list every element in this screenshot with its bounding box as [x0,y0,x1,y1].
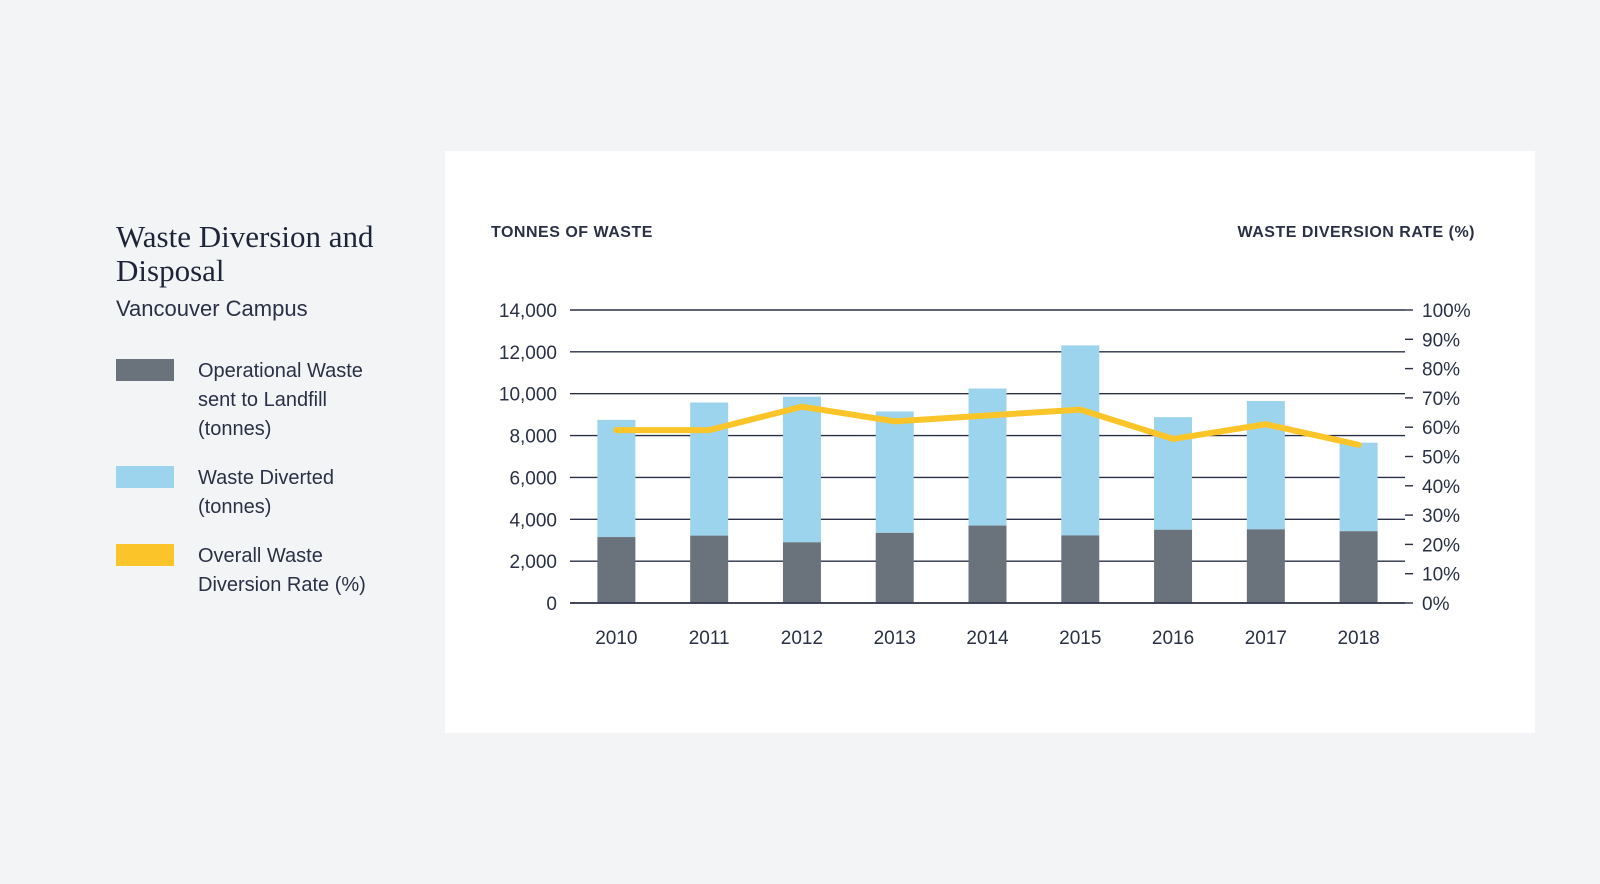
y-tick-label: 10,000 [499,385,557,406]
diversion-rate-line [613,403,1362,448]
legend-label-diverted: Waste Diverted (tonnes) [198,467,334,518]
bar-landfill [782,542,821,603]
chart-svg: 0 2,000 4,000 6,000 8,000 10,000 12,000 14,000 0… [499,301,1471,649]
legend-item-landfill: Operational Waste sent to Landfill (tonn… [116,357,406,444]
y2-tick-label: 30% [1422,506,1460,527]
legend-swatch-landfill [116,359,174,381]
x-tick-label: 2015 [1059,628,1101,649]
y-tick-label: 4,000 [509,510,557,531]
x-tick-label: 2016 [1152,628,1194,649]
x-tick-label: 2011 [689,628,730,649]
legend-swatch-diverted [116,466,174,488]
y2-tick-label: 60% [1422,418,1460,439]
y-tick-label: 14,000 [499,301,557,322]
bar-waste-diverted [1246,401,1285,530]
bar-landfill [1246,529,1285,603]
y2-tick-label: 80% [1422,360,1460,381]
title-block: Waste Diversion and Disposal Vancouver C… [116,220,376,322]
chart-subtitle: Vancouver Campus [116,296,308,321]
bar-waste-diverted [875,411,914,533]
bar-waste-diverted [1339,442,1378,532]
x-tick-label: 2010 [595,628,637,649]
y2-tick-label: 40% [1422,477,1460,498]
y-tick-label: 2,000 [509,552,557,573]
legend-item-rate: Overall Waste Diversion Rate (%) [116,542,406,600]
y-tick-label: 0 [546,594,557,615]
bar-waste-diverted [968,388,1007,526]
bar-waste-diverted [782,396,821,543]
bar-landfill [1339,531,1378,603]
chart-panel: TONNES OF WASTE WASTE DIVERSION RATE (%)… [445,151,1535,733]
legend-label-landfill: Operational Waste sent to Landfill (tonn… [198,360,363,440]
right-axis-label: WASTE DIVERSION RATE (%) [1237,224,1475,241]
bar-landfill [690,535,729,603]
bar-landfill [875,532,914,603]
y2-tick-label: 100% [1422,301,1471,322]
y2-tick-label: 90% [1422,330,1460,351]
y2-tick-label: 10% [1422,565,1460,586]
chart-title: Waste Diversion and Disposal [116,219,374,288]
bar-landfill [1061,535,1100,603]
y2-tick-label: 20% [1422,535,1460,556]
bar-waste-diverted [690,402,729,536]
legend: Operational Waste sent to Landfill (tonn… [116,357,406,620]
x-tick-label: 2014 [966,628,1009,649]
legend-label-rate: Overall Waste Diversion Rate (%) [198,545,366,596]
y2-tick-label: 50% [1422,448,1460,469]
bar-landfill [968,525,1007,603]
x-tick-label: 2013 [874,628,916,649]
x-tick-label: 2018 [1337,628,1379,649]
x-tick-label: 2012 [781,628,823,649]
bar-waste-diverted [597,419,636,538]
x-tick-label: 2017 [1245,628,1287,649]
y-tick-label: 8,000 [509,427,557,448]
bar-landfill [597,537,636,603]
bar-waste-diverted [1061,345,1100,536]
y-tick-label: 12,000 [499,343,557,364]
legend-swatch-rate [116,544,174,566]
y-tick-label: 6,000 [509,468,557,489]
legend-item-diverted: Waste Diverted (tonnes) [116,464,406,522]
bar-landfill [1154,529,1193,603]
y2-tick-label: 70% [1422,389,1460,410]
y2-tick-label: 0% [1422,594,1450,615]
left-axis-label: TONNES OF WASTE [491,224,653,241]
